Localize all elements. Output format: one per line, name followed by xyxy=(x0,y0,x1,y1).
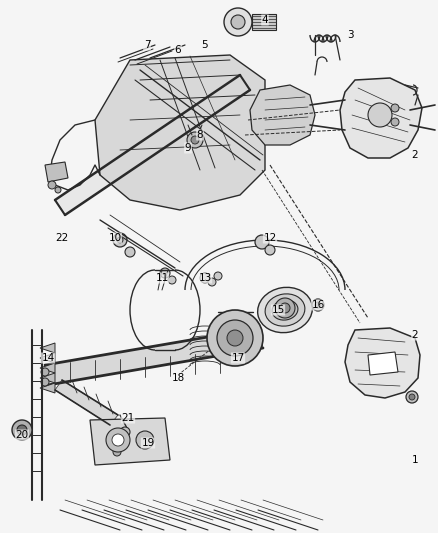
Circle shape xyxy=(159,268,170,278)
Circle shape xyxy=(117,237,123,243)
Ellipse shape xyxy=(272,300,297,320)
Polygon shape xyxy=(45,328,262,385)
Circle shape xyxy=(390,104,398,112)
Text: 9: 9 xyxy=(184,143,191,153)
Circle shape xyxy=(390,118,398,126)
Circle shape xyxy=(405,391,417,403)
Circle shape xyxy=(208,278,215,286)
Circle shape xyxy=(230,15,244,29)
Circle shape xyxy=(12,420,32,440)
Circle shape xyxy=(274,298,294,318)
Circle shape xyxy=(254,235,268,249)
Circle shape xyxy=(55,187,61,193)
Circle shape xyxy=(191,136,198,144)
Circle shape xyxy=(314,302,320,308)
Circle shape xyxy=(200,273,209,283)
Circle shape xyxy=(168,276,176,284)
Polygon shape xyxy=(339,78,421,158)
Text: 13: 13 xyxy=(198,273,211,283)
Circle shape xyxy=(17,425,27,435)
Circle shape xyxy=(136,431,154,449)
Polygon shape xyxy=(90,418,170,465)
Polygon shape xyxy=(40,383,55,393)
Polygon shape xyxy=(367,352,397,375)
Text: 14: 14 xyxy=(41,353,54,363)
Circle shape xyxy=(279,303,290,313)
Text: 7: 7 xyxy=(143,40,150,50)
Ellipse shape xyxy=(265,294,304,326)
Polygon shape xyxy=(249,85,314,145)
Circle shape xyxy=(207,310,262,366)
Circle shape xyxy=(125,247,135,257)
Text: 18: 18 xyxy=(171,373,184,383)
Circle shape xyxy=(106,428,130,452)
Text: 20: 20 xyxy=(15,430,28,440)
Text: 16: 16 xyxy=(311,300,324,310)
Text: 4: 4 xyxy=(261,15,268,25)
Text: 19: 19 xyxy=(141,438,154,448)
Text: 21: 21 xyxy=(121,413,134,423)
Polygon shape xyxy=(40,363,55,373)
Circle shape xyxy=(112,434,124,446)
Text: 6: 6 xyxy=(174,45,181,55)
Polygon shape xyxy=(40,343,55,353)
Circle shape xyxy=(216,320,252,356)
Circle shape xyxy=(120,427,130,437)
Circle shape xyxy=(113,448,121,456)
Polygon shape xyxy=(251,14,276,30)
Text: 1: 1 xyxy=(411,455,417,465)
Text: 8: 8 xyxy=(196,130,203,140)
Polygon shape xyxy=(45,162,68,182)
Circle shape xyxy=(265,245,274,255)
Polygon shape xyxy=(40,373,55,383)
Circle shape xyxy=(187,132,202,148)
Circle shape xyxy=(226,330,243,346)
Text: 2: 2 xyxy=(411,330,417,340)
Circle shape xyxy=(408,394,414,400)
Text: 12: 12 xyxy=(263,233,276,243)
Circle shape xyxy=(213,272,222,280)
Text: 2: 2 xyxy=(411,150,417,160)
Circle shape xyxy=(367,103,391,127)
Polygon shape xyxy=(40,353,55,363)
Text: 17: 17 xyxy=(231,353,244,363)
Circle shape xyxy=(41,368,49,376)
Text: 15: 15 xyxy=(271,305,284,315)
Circle shape xyxy=(311,299,323,311)
Text: 10: 10 xyxy=(108,233,121,243)
Polygon shape xyxy=(95,55,265,210)
Text: 22: 22 xyxy=(55,233,68,243)
Circle shape xyxy=(48,181,56,189)
Polygon shape xyxy=(55,380,118,425)
Ellipse shape xyxy=(257,287,312,333)
Text: 11: 11 xyxy=(155,273,168,283)
Text: 5: 5 xyxy=(201,40,208,50)
Circle shape xyxy=(223,8,251,36)
Text: 3: 3 xyxy=(346,30,353,40)
Circle shape xyxy=(41,378,49,386)
Circle shape xyxy=(113,233,127,247)
Polygon shape xyxy=(344,328,419,398)
Polygon shape xyxy=(55,75,249,215)
